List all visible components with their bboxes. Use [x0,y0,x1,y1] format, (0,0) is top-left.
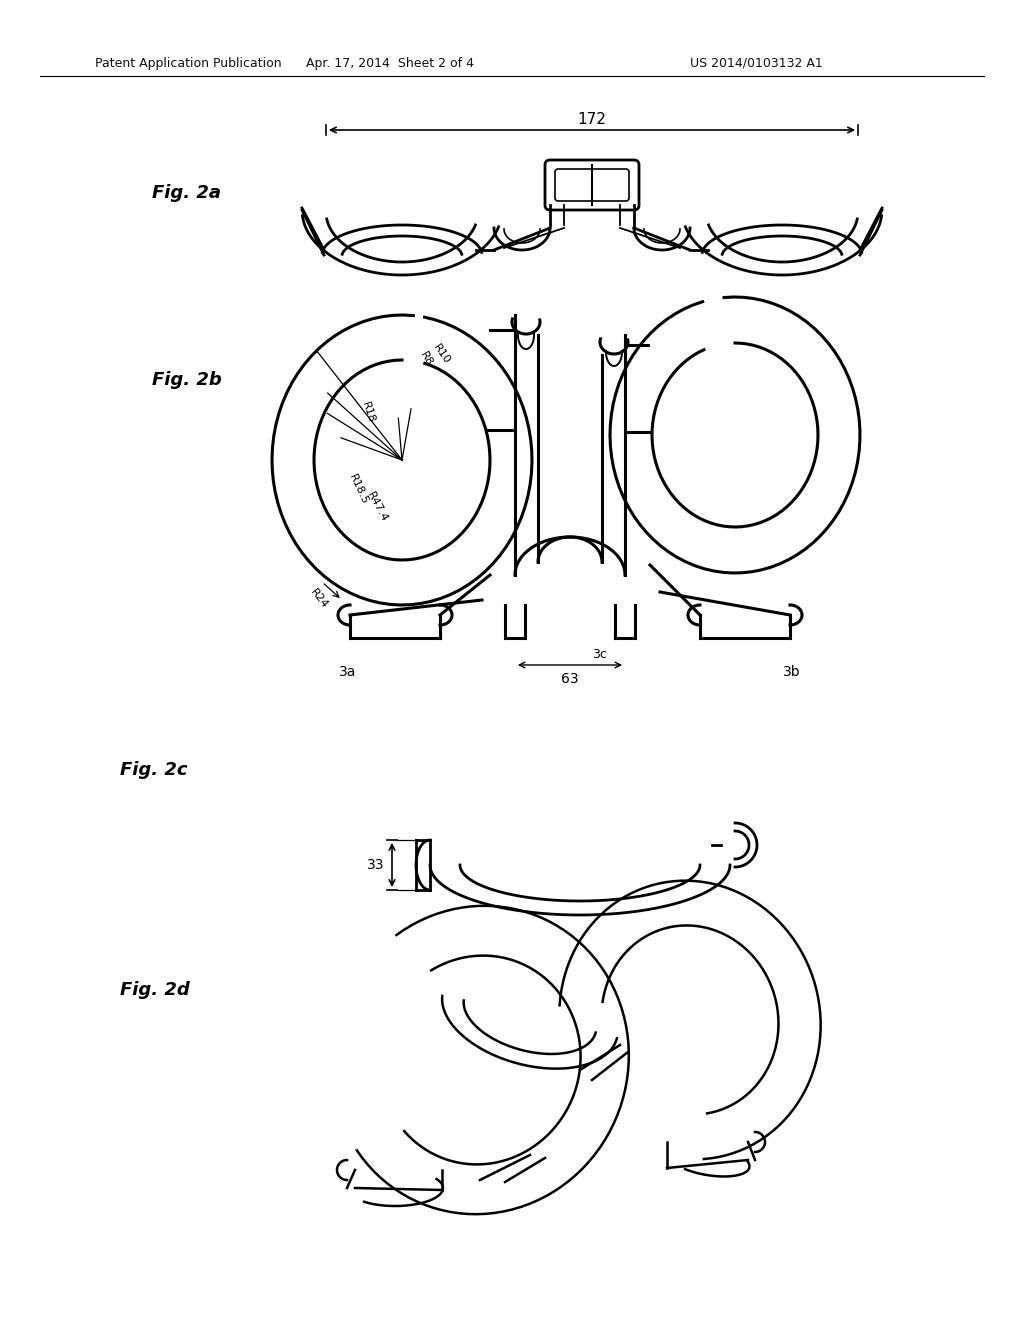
Text: 63: 63 [561,672,579,686]
Text: 3c: 3c [593,648,607,661]
Text: 3a: 3a [339,665,356,678]
Text: R18: R18 [360,400,377,424]
Text: Fig. 2d: Fig. 2d [120,981,189,999]
Text: R24: R24 [308,587,330,610]
Text: Fig. 2b: Fig. 2b [152,371,222,389]
Text: Apr. 17, 2014  Sheet 2 of 4: Apr. 17, 2014 Sheet 2 of 4 [306,57,474,70]
Text: US 2014/0103132 A1: US 2014/0103132 A1 [690,57,822,70]
Text: R10: R10 [431,342,452,366]
Text: R18.5: R18.5 [347,473,371,507]
Text: 33: 33 [368,858,385,873]
Text: Patent Application Publication: Patent Application Publication [95,57,282,70]
Text: Fig. 2a: Fig. 2a [152,183,221,202]
Text: 3b: 3b [783,665,801,678]
Text: 172: 172 [578,112,606,128]
Text: R8: R8 [418,350,434,367]
Text: R47.4: R47.4 [366,491,390,524]
Text: Fig. 2c: Fig. 2c [120,762,187,779]
